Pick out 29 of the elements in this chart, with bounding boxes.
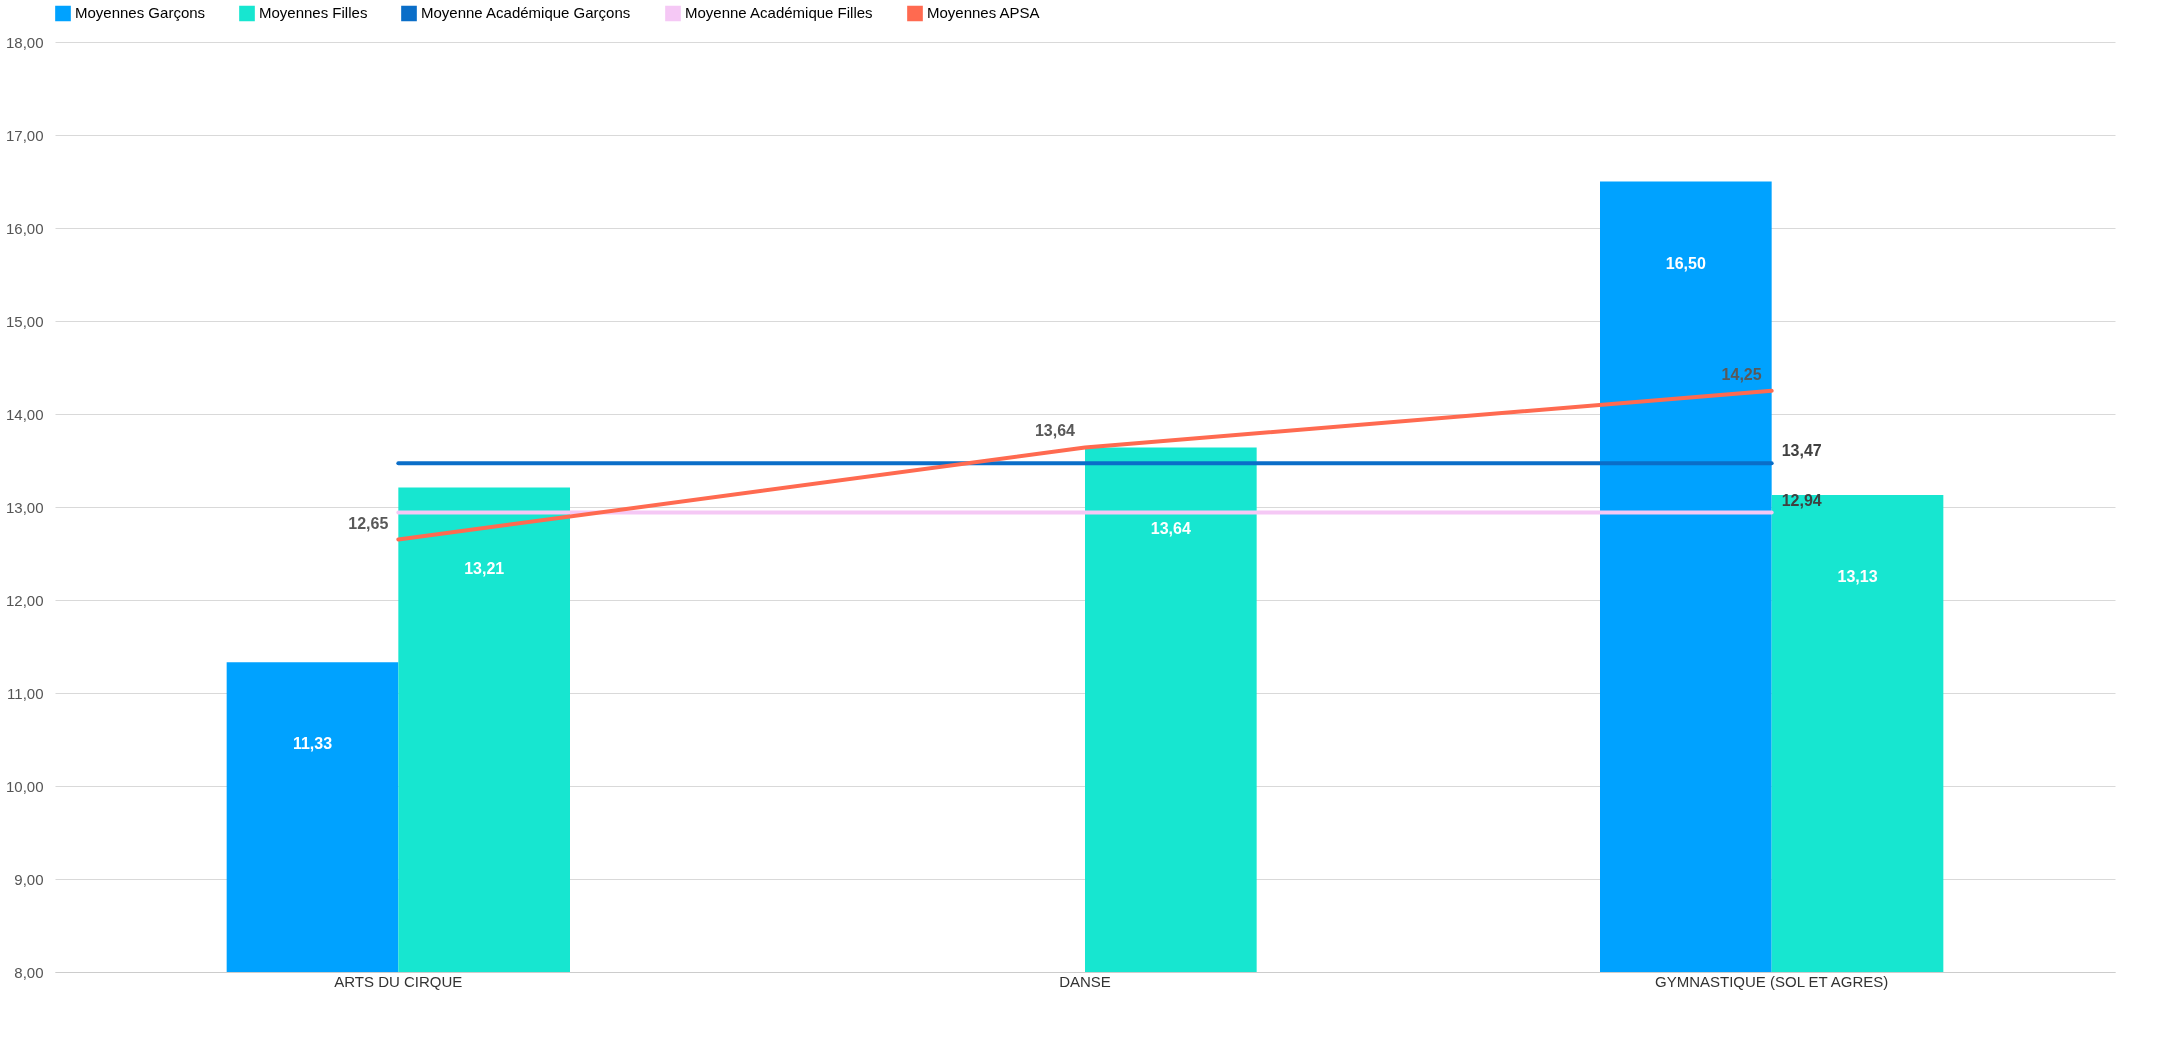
data-label: 13,64 bbox=[1150, 520, 1191, 538]
data-label: 13,13 bbox=[1837, 567, 1878, 585]
legend-label: Moyennes Garçons bbox=[75, 4, 206, 22]
x-tick-label: GYMNASTIQUE (SOL ET AGRES) bbox=[1654, 972, 1889, 990]
legend-label: Moyennes APSA bbox=[927, 4, 1040, 22]
legend-label: Moyennes Filles bbox=[259, 4, 368, 22]
y-tick-label: 16,00 bbox=[5, 219, 44, 237]
legend-label: Moyenne Académique Filles bbox=[685, 4, 873, 22]
data-label: 14,25 bbox=[1721, 365, 1762, 383]
y-tick-label: 8,00 bbox=[14, 963, 44, 981]
x-tick-label: DANSE bbox=[1059, 972, 1111, 990]
x-tick-label: ARTS DU CIRQUE bbox=[334, 972, 463, 990]
y-tick-label: 10,00 bbox=[5, 777, 44, 795]
y-tick-label: 15,00 bbox=[5, 312, 44, 330]
legend-label: Moyenne Académique Garçons bbox=[421, 4, 631, 22]
data-label: 13,64 bbox=[1034, 422, 1076, 440]
y-tick-label: 9,00 bbox=[14, 870, 44, 888]
y-tick-label: 17,00 bbox=[5, 126, 44, 144]
data-label: 16,50 bbox=[1665, 254, 1706, 272]
y-tick-label: 13,00 bbox=[5, 498, 44, 516]
data-label: 13,47 bbox=[1781, 442, 1822, 460]
data-label: 12,94 bbox=[1781, 491, 1822, 509]
y-tick-label: 18,00 bbox=[5, 33, 44, 51]
data-label: 13,21 bbox=[464, 560, 505, 578]
y-tick-label: 12,00 bbox=[5, 591, 44, 609]
y-tick-label: 14,00 bbox=[5, 405, 44, 423]
y-tick-label: 11,00 bbox=[7, 684, 44, 702]
data-label: 12,65 bbox=[348, 514, 389, 532]
data-label: 11,33 bbox=[292, 735, 333, 753]
